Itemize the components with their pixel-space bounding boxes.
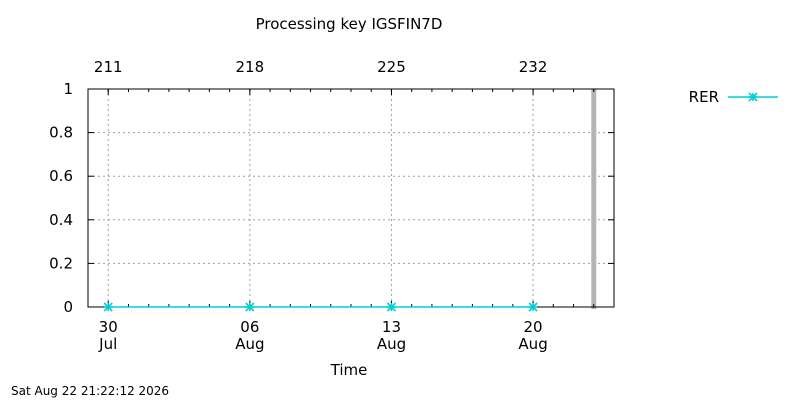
chart-title: Processing key IGSFIN7D xyxy=(256,15,443,33)
x-tick-label-day: 30 xyxy=(99,318,118,336)
y-tick-label: 0 xyxy=(63,298,73,316)
x-tick-label-day: 06 xyxy=(240,318,259,336)
current-time-bar xyxy=(591,89,597,309)
x-tick-label-day: 13 xyxy=(382,318,401,336)
y-tick-label: 0.8 xyxy=(49,124,73,142)
star-stroke xyxy=(245,302,255,312)
x-tick-label-month: Jul xyxy=(98,335,117,353)
x-tick-label-month: Aug xyxy=(518,335,547,353)
y-tick-label: 0.4 xyxy=(49,211,73,229)
data-point xyxy=(528,302,538,312)
plot-frame xyxy=(87,88,615,308)
x-tick-label-day: 20 xyxy=(524,318,543,336)
legend: RER xyxy=(689,88,778,106)
x-axis-label: Time xyxy=(330,361,368,379)
x-tick-label-month: Aug xyxy=(235,335,264,353)
x2-tick-label: 211 xyxy=(94,58,123,76)
x2-tick-label: 232 xyxy=(519,58,548,76)
grid-lines xyxy=(88,89,614,307)
legend-label: RER xyxy=(689,88,719,106)
data-point xyxy=(103,302,113,312)
axes: 00.20.40.60.8130Jul21106Aug21813Aug22520… xyxy=(49,58,615,353)
data-point xyxy=(245,302,255,312)
star-stroke xyxy=(386,302,397,312)
legend-marker xyxy=(748,92,758,102)
star-stroke xyxy=(103,302,113,312)
x2-tick-label: 225 xyxy=(377,58,406,76)
current-time-marker xyxy=(591,89,597,309)
footer-timestamp: Sat Aug 22 21:22:12 2026 xyxy=(11,384,169,398)
y-tick-label: 0.6 xyxy=(49,167,73,185)
y-tick-label: 1 xyxy=(63,80,73,98)
x-tick-label-month: Aug xyxy=(377,335,406,353)
star-stroke xyxy=(748,92,758,102)
series-layer xyxy=(103,302,538,312)
data-point xyxy=(386,302,397,312)
star-stroke xyxy=(528,302,538,312)
y-tick-label: 0.2 xyxy=(49,254,73,272)
x2-tick-label: 218 xyxy=(236,58,265,76)
